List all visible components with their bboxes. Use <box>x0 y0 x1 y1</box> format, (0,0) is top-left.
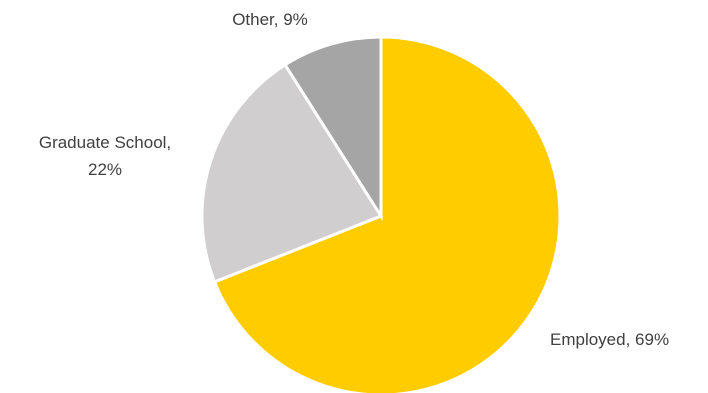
data-label-graduate-school-line1: Graduate School, <box>39 133 171 152</box>
pie-slice-other <box>283 35 383 222</box>
data-label-employed: Employed, 69% <box>550 330 669 349</box>
pie-slices <box>200 35 562 393</box>
data-label-other: Other, 9% <box>232 10 308 29</box>
pie-slice-graduate-school <box>200 62 384 284</box>
data-label-graduate-school-line2: 22% <box>88 160 122 179</box>
pie-slice-employed <box>212 35 562 393</box>
